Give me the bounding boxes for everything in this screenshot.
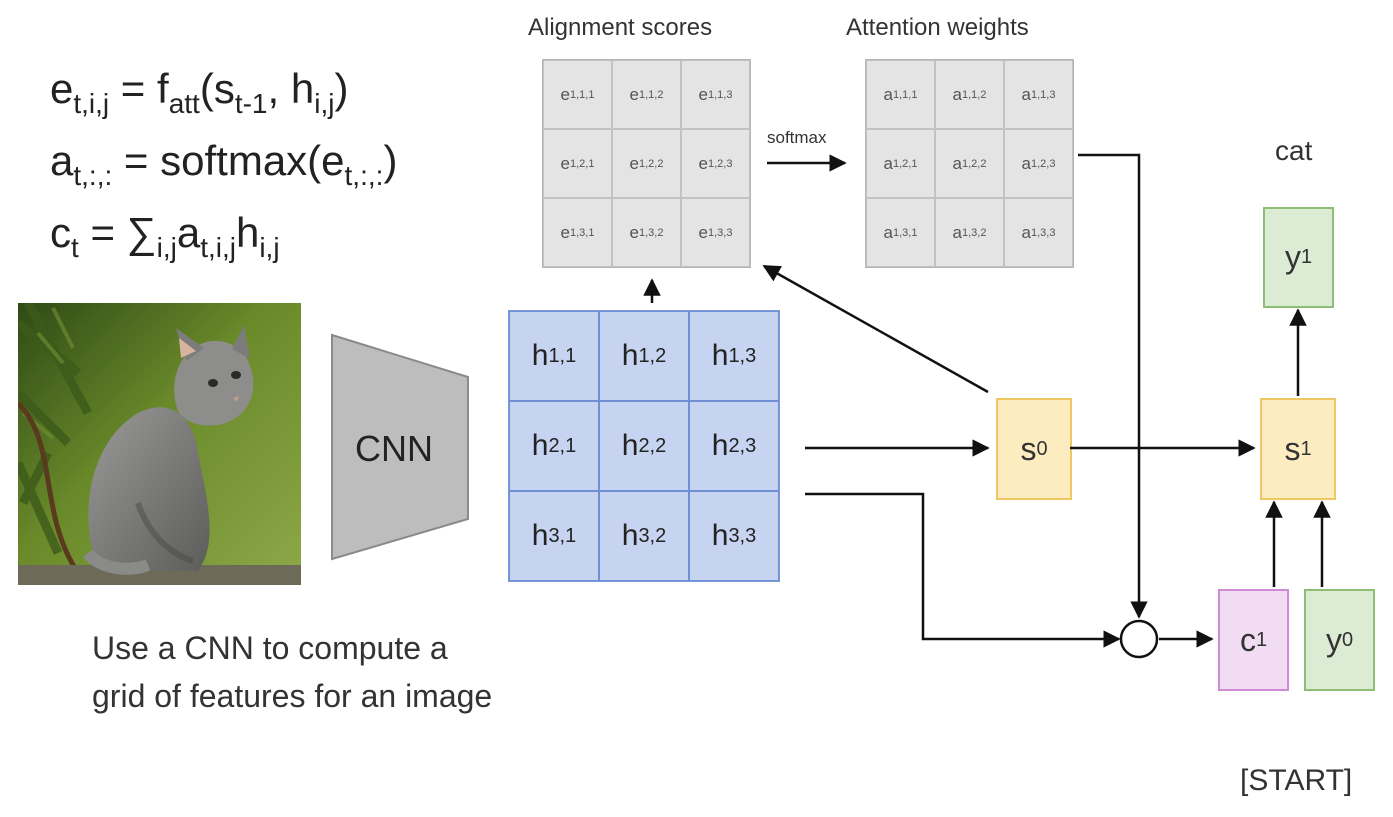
equation-energy: et,i,j = fatt(st-1, hi,j) xyxy=(50,65,349,119)
weighted-sum-node xyxy=(1119,619,1159,659)
alignment-cell: e 1,1,3 xyxy=(681,60,750,129)
attention-cell: a 1,1,3 xyxy=(1004,60,1073,129)
caption-line-1: Use a CNN to compute a xyxy=(92,630,448,666)
feature-cell: h 1,3 xyxy=(689,311,779,401)
attention-weights-grid: a 1,1,1 a 1,1,2 a 1,1,3 a 1,2,1 a 1,2,2 a 1,2,… xyxy=(865,59,1074,268)
feature-cell: h 3,3 xyxy=(689,491,779,581)
feature-cell: h 2,3 xyxy=(689,401,779,491)
feature-cell: h 3,2 xyxy=(599,491,689,581)
alignment-scores-title: Alignment scores xyxy=(528,14,713,41)
output-word-cat: cat xyxy=(1275,135,1313,166)
feature-cell: h 2,1 xyxy=(509,401,599,491)
attention-cell: a 1,2,1 xyxy=(866,129,935,198)
caption-line-2: grid of features for an image xyxy=(92,678,493,714)
kitten-photo xyxy=(18,303,301,585)
attention-weights-title: Attention weights xyxy=(846,14,1029,41)
feature-cell: h 1,1 xyxy=(509,311,599,401)
alignment-cell: e 1,3,2 xyxy=(612,198,681,267)
feature-grid: h 1,1 h 1,2 h 1,3 h 2,1 h 2,2 h 2,3 h 3,1 h 3,2 … xyxy=(508,310,780,582)
alignment-cell: e 1,1,2 xyxy=(612,60,681,129)
alignment-cell: e 1,3,1 xyxy=(543,198,612,267)
softmax-label: softmax xyxy=(767,128,827,147)
arrow-features-to-sum xyxy=(805,492,1121,648)
attention-cell: a 1,2,3 xyxy=(1004,129,1073,198)
attention-cell: a 1,1,1 xyxy=(866,60,935,129)
cnn-label: CNN xyxy=(355,428,433,469)
feature-cell: h 1,2 xyxy=(599,311,689,401)
start-token-label: [START] xyxy=(1240,764,1353,797)
attention-cell: a 1,3,3 xyxy=(1004,198,1073,267)
cnn-block xyxy=(331,333,469,561)
alignment-scores-grid: e 1,1,1 e 1,1,2 e 1,1,3 e 1,2,1 e 1,2,2 e 1,2,… xyxy=(542,59,751,268)
attention-cell: a 1,1,2 xyxy=(935,60,1004,129)
alignment-cell: e 1,2,1 xyxy=(543,129,612,198)
feature-cell: h 3,1 xyxy=(509,491,599,581)
feature-cell: h 2,2 xyxy=(599,401,689,491)
attention-cell: a 1,2,2 xyxy=(935,129,1004,198)
alignment-cell: e 1,2,2 xyxy=(612,129,681,198)
kitten-illustration xyxy=(18,303,301,585)
alignment-cell: e 1,2,3 xyxy=(681,129,750,198)
attention-cell: a 1,3,2 xyxy=(935,198,1004,267)
arrow-attention-to-sum xyxy=(1078,153,1148,619)
equation-softmax: at,:,: = softmax(et,:,:) xyxy=(50,137,398,191)
equation-context: ct = ∑i,jat,i,jhi,j xyxy=(50,209,280,263)
alignment-cell: e 1,3,3 xyxy=(681,198,750,267)
alignment-cell: e 1,1,1 xyxy=(543,60,612,129)
attention-cell: a 1,3,1 xyxy=(866,198,935,267)
arrow-s0-to-scores xyxy=(762,264,989,394)
